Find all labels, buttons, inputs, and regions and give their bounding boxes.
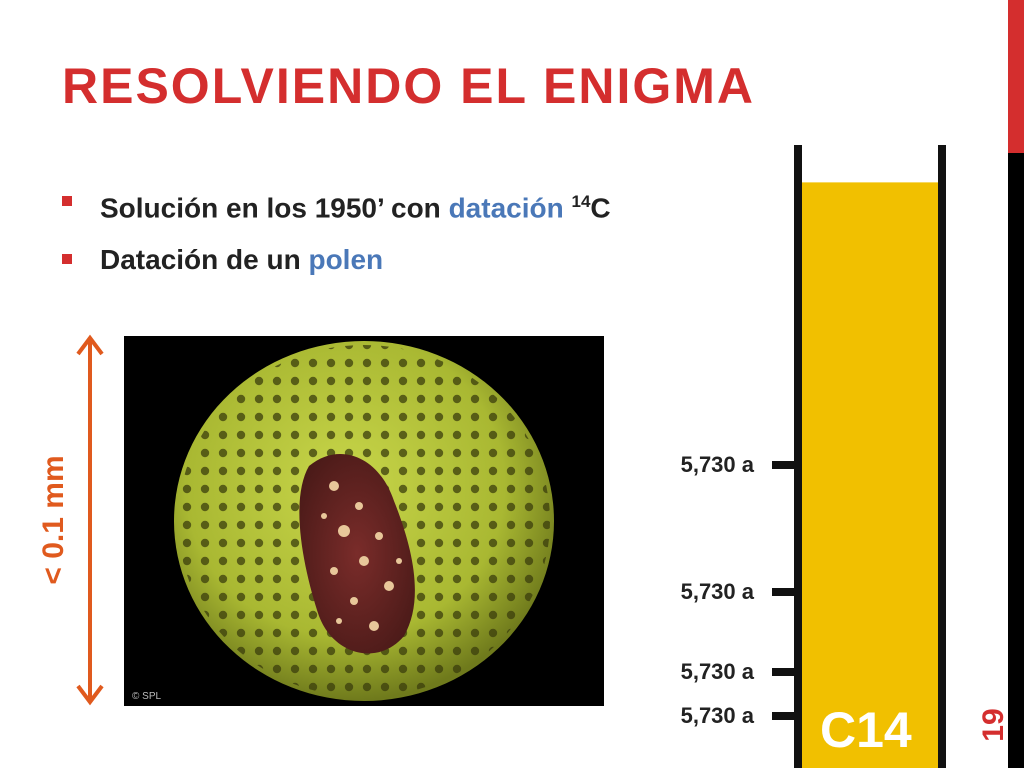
page-number-text: 19 — [977, 708, 1010, 742]
bullet-highlight: polen — [308, 244, 384, 275]
c14-fill-level — [800, 182, 940, 768]
bullet-text-plain: Solución en los 1950’ con — [100, 192, 449, 224]
side-accent-bar — [1008, 0, 1024, 153]
half-life-tick — [772, 712, 794, 720]
half-life-tick — [772, 668, 794, 676]
scale-arrow-icon — [76, 334, 104, 706]
side-dark-bar — [1008, 153, 1024, 768]
half-life-label: 5,730 a — [680, 579, 754, 604]
half-life-tick — [772, 588, 794, 596]
tube-label: C14 — [820, 702, 912, 758]
bullet-text-plain: Datación de un — [100, 244, 309, 275]
half-life-tick — [772, 461, 794, 469]
bullet-square-icon — [62, 196, 72, 206]
scale-label-text: < 0.1 mm — [37, 455, 70, 585]
half-life-label: 5,730 a — [680, 452, 754, 477]
half-life-label: 5,730 a — [680, 659, 754, 684]
pollen-photo: © SPL — [124, 336, 604, 706]
bullet-text: Datación de un polen — [100, 238, 383, 282]
bullet-text: Solución en los 1950’ con datación 14C — [100, 180, 611, 230]
photo-credit: © SPL — [132, 691, 162, 702]
decay-tube — [794, 145, 946, 768]
slide-title: RESOLVIENDO EL ENIGMA — [62, 58, 756, 114]
pollen-grain-image — [174, 341, 554, 701]
bullet-square-icon — [62, 254, 72, 264]
bullet-highlight: datación — [448, 192, 572, 224]
bullet-text-end: C — [590, 192, 611, 224]
half-life-label: 5,730 a — [680, 703, 754, 728]
isotope-superscript: 14 — [571, 192, 591, 211]
